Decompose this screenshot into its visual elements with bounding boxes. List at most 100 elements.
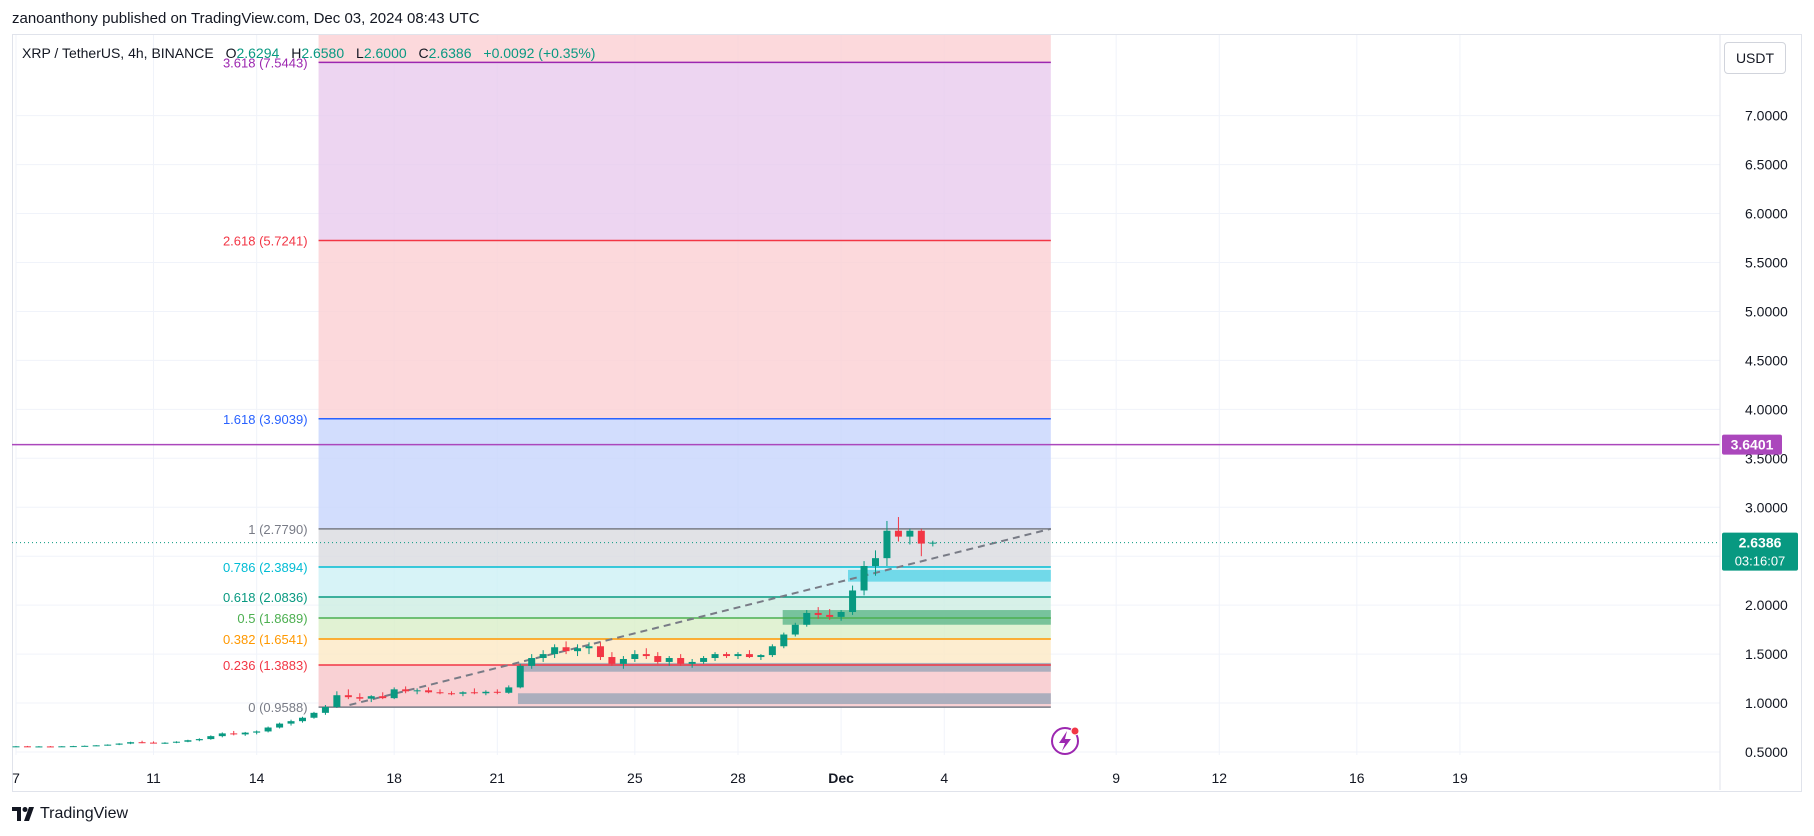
candle-body — [459, 692, 467, 694]
fib-band — [318, 240, 1051, 419]
symbol-title[interactable]: XRP / TetherUS, 4h, BINANCE — [22, 45, 214, 61]
price-axis-tick: 4.5000 — [1745, 352, 1788, 368]
candle — [321, 705, 329, 715]
price-axis-tick: 5.5000 — [1745, 255, 1788, 271]
candle-body — [860, 565, 868, 591]
fib-level-label: 0.786 (2.3894) — [223, 560, 308, 575]
quote-currency-button[interactable]: USDT — [1724, 42, 1786, 74]
price-axis-tick: 2.0000 — [1745, 597, 1788, 613]
candle — [768, 644, 776, 658]
candle — [929, 540, 937, 547]
fib-level-label: 2.618 (5.7241) — [223, 234, 308, 249]
candle — [127, 741, 135, 745]
candle — [780, 632, 788, 649]
lightning-bolt-icon[interactable] — [1051, 726, 1080, 755]
candle-body — [390, 689, 398, 699]
candle — [700, 656, 708, 664]
candle — [906, 528, 914, 545]
candle-body — [631, 654, 639, 659]
candle — [470, 688, 478, 695]
candle — [138, 740, 146, 744]
fib-band — [318, 35, 1051, 63]
candle-body — [906, 530, 914, 537]
brand-name: TradingView — [40, 805, 129, 822]
time-axis-tick: 12 — [1212, 770, 1228, 786]
candle-body — [688, 661, 696, 664]
fib-level-label: 0.236 (1.3883) — [223, 658, 308, 673]
candle-body — [665, 658, 673, 662]
candle — [379, 692, 387, 700]
candle — [665, 656, 673, 666]
candle-body — [516, 665, 524, 688]
time-axis-tick: 9 — [1112, 770, 1120, 786]
tradingview-brand[interactable]: TradingView — [12, 805, 128, 823]
price-axis-tick: 1.5000 — [1745, 646, 1788, 662]
candle — [493, 689, 501, 695]
fib-band — [318, 639, 1051, 666]
low-value: 2.6000 — [363, 45, 407, 61]
candle — [745, 650, 753, 659]
candle — [115, 743, 123, 746]
candle-body — [184, 740, 192, 742]
candle — [803, 610, 811, 627]
candle-body — [333, 695, 341, 707]
candle — [539, 650, 547, 662]
candle — [505, 685, 513, 694]
fib-trend-line — [349, 527, 1052, 706]
candle — [872, 550, 879, 576]
candle — [23, 745, 31, 748]
candle-body — [814, 612, 822, 615]
current-price-tag — [1722, 532, 1798, 571]
candle — [516, 663, 524, 689]
candle-body — [104, 744, 112, 746]
candle-body — [253, 731, 261, 733]
candle-body — [150, 742, 158, 744]
candle-body — [298, 717, 306, 722]
candle-body — [757, 655, 765, 658]
candle — [356, 693, 364, 702]
candle-body — [58, 746, 66, 748]
candle — [826, 609, 834, 620]
candle — [402, 686, 410, 694]
fib-band — [318, 62, 1051, 241]
price-axis-tick: 4.0000 — [1745, 401, 1788, 417]
fib-band — [318, 528, 1051, 568]
candle-body — [849, 590, 857, 613]
candle-body — [35, 746, 43, 748]
high-value: 2.6580 — [301, 45, 345, 61]
candle-body — [654, 656, 662, 662]
candle-body — [379, 696, 387, 699]
high-label: H — [291, 45, 302, 61]
candle — [253, 730, 261, 735]
candle — [459, 691, 467, 697]
candle — [688, 658, 696, 668]
candle — [264, 726, 272, 733]
candle-body — [207, 736, 215, 740]
candle-body — [780, 634, 788, 647]
candle-body — [321, 706, 329, 713]
candle — [207, 735, 215, 740]
fib-level-label: 0.382 (1.6541) — [223, 632, 308, 647]
candle-body — [413, 690, 421, 692]
time-axis-tick: 18 — [386, 770, 402, 786]
candle-body — [425, 690, 433, 693]
time-axis-tick: Dec — [828, 770, 854, 786]
candle — [413, 688, 421, 695]
candle — [367, 695, 375, 703]
fib-level-label: 1 (2.7790) — [248, 522, 307, 537]
price-axis-tick: 7.0000 — [1745, 108, 1788, 124]
lightning-bolt-icon-glyph — [1059, 731, 1071, 751]
candle — [642, 648, 650, 659]
candle-body — [608, 657, 616, 664]
price-zone — [517, 693, 1051, 705]
candle — [58, 746, 66, 748]
candle-body — [619, 658, 627, 664]
price-zone — [517, 662, 1051, 672]
candle — [241, 731, 249, 736]
candle — [230, 730, 238, 736]
candle — [883, 520, 891, 566]
candle-body — [46, 746, 54, 748]
candle-body — [826, 614, 834, 617]
candle-body — [745, 654, 753, 658]
